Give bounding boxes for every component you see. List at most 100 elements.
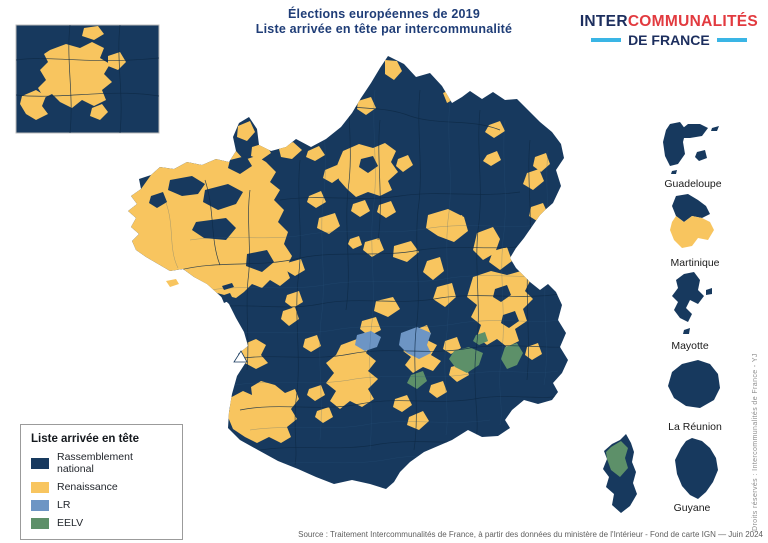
region-patch	[323, 165, 342, 183]
region-patch	[228, 381, 299, 443]
region-patch	[82, 26, 104, 40]
region-patch	[360, 317, 381, 336]
region-patch	[192, 218, 236, 240]
guyane-map	[675, 438, 718, 499]
logo-dash-left	[591, 38, 622, 42]
source-text: Source : Traitement Intercommunalités de…	[298, 530, 763, 539]
legend-swatch-eelv	[31, 517, 49, 529]
region-patch	[683, 328, 690, 334]
region-patch	[711, 126, 719, 131]
department-borders	[179, 69, 568, 466]
region-patch	[385, 60, 402, 80]
guadeloupe-map	[663, 122, 719, 174]
legend-row: Rassemblement national	[31, 451, 172, 475]
region-patch	[20, 90, 48, 120]
legend-swatch-renaissance	[31, 481, 49, 493]
legend-row: LR	[31, 499, 172, 511]
label-reunion: La Réunion	[668, 421, 722, 433]
region-patch	[317, 213, 340, 234]
region-patch	[485, 121, 505, 138]
region-patch	[285, 259, 305, 276]
legend-row: Renaissance	[31, 481, 172, 493]
corsica-eelv	[606, 441, 628, 477]
island-belle-ile	[166, 279, 179, 287]
logo-de-france: DE FRANCE	[628, 32, 710, 48]
corsica	[603, 434, 637, 513]
region-patch	[315, 407, 333, 423]
region-patch	[303, 335, 321, 352]
region-patch	[672, 194, 710, 222]
title-line1: Élections européennes de 2019	[288, 7, 480, 21]
region-patch	[377, 201, 396, 218]
logo-dash-right	[716, 38, 747, 42]
region-patch	[396, 155, 413, 172]
region-patch	[237, 121, 255, 141]
eelv-regions	[407, 332, 523, 389]
region-patch	[523, 169, 544, 190]
region-patch	[533, 153, 550, 172]
region-patch	[489, 247, 512, 270]
label-guadeloupe: Guadeloupe	[664, 178, 722, 190]
legend-swatch-rn	[31, 457, 49, 469]
region-patch	[326, 339, 378, 409]
label-guyane: Guyane	[673, 502, 711, 514]
rn-enclaves	[149, 156, 519, 328]
region-patch	[363, 238, 384, 257]
legend-label: LR	[57, 499, 71, 511]
region-patch	[670, 216, 714, 248]
region-patch	[108, 52, 126, 70]
martinique-map	[670, 194, 714, 248]
region-patch	[393, 241, 419, 262]
region-patch	[347, 373, 365, 390]
region-patch	[429, 381, 447, 398]
island-re	[222, 283, 234, 290]
legend-row: EELV	[31, 517, 172, 529]
region-patch	[449, 347, 483, 373]
idf-borders	[16, 25, 159, 133]
region-patch	[483, 151, 501, 166]
logo-line2: DE FRANCE	[580, 32, 758, 48]
legend-title: Liste arrivée en tête	[31, 433, 140, 445]
region-patch	[493, 285, 511, 302]
idf-inset	[15, 24, 160, 134]
region-patch	[501, 311, 519, 328]
pointer-marker	[233, 350, 248, 363]
region-patch	[281, 307, 299, 326]
legend-label: Rassemblement national	[57, 451, 133, 475]
legend-swatch-lr	[31, 499, 49, 511]
region-patch	[445, 215, 466, 236]
region-patch	[38, 42, 112, 108]
region-patch	[407, 371, 427, 389]
region-patch	[168, 176, 205, 196]
page-title: Élections européennes de 2019 Liste arri…	[0, 7, 768, 37]
region-patch	[672, 272, 704, 322]
legend-label: EELV	[57, 517, 84, 529]
region-patch	[678, 124, 708, 138]
island-oleron	[221, 293, 233, 303]
region-patch	[357, 97, 376, 115]
region-patch	[423, 257, 444, 280]
region-patch	[306, 146, 325, 161]
region-patch	[433, 283, 456, 307]
region-patch	[695, 150, 707, 161]
region-patch	[671, 170, 677, 174]
region-patch	[525, 343, 542, 360]
region-patch	[467, 271, 533, 347]
logo-inter: INTER	[579, 13, 628, 30]
region-patch	[407, 411, 429, 430]
region-patch	[307, 191, 326, 208]
legend-label: Renaissance	[57, 481, 118, 493]
label-martinique: Martinique	[670, 257, 720, 269]
region-patch	[501, 343, 523, 369]
region-patch	[203, 184, 243, 210]
legend: Liste arrivée en tête Rassemblement nati…	[20, 424, 183, 540]
region-patch	[355, 331, 381, 351]
epci-borders	[164, 79, 566, 466]
credit-text: Droits réservés : Intercommunalités de F…	[752, 353, 759, 531]
region-patch	[393, 395, 412, 412]
mayotte-map	[672, 272, 712, 334]
region-patch	[149, 192, 167, 208]
region-patch	[359, 156, 378, 173]
